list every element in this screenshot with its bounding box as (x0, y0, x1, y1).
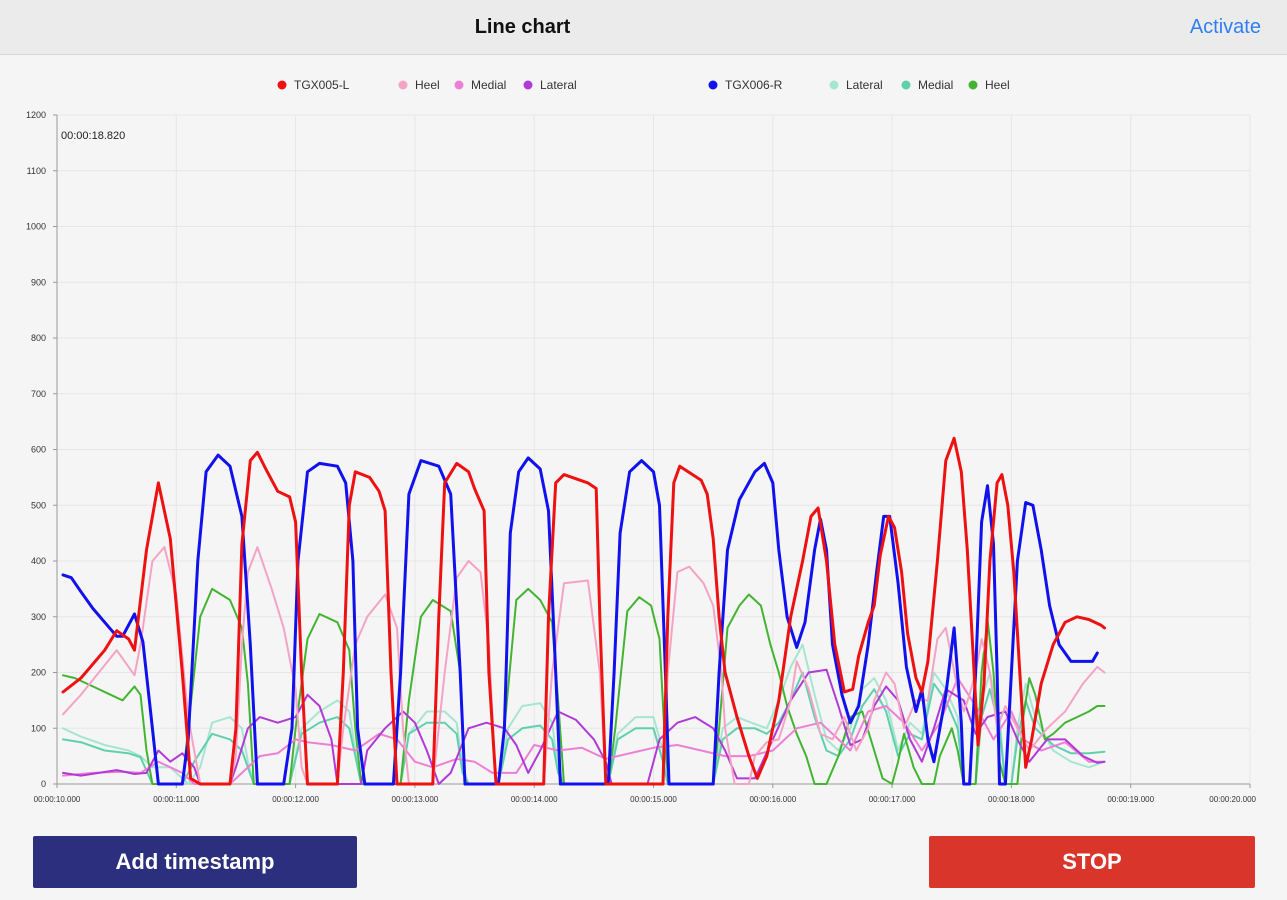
legend-label: TGX006-R (725, 78, 783, 92)
legend-label: Lateral (846, 78, 883, 92)
x-tick-label: 00:00:12.000 (272, 795, 319, 804)
x-tick-label: 00:00:15.000 (630, 795, 677, 804)
x-tick-label: 00:00:14.000 (511, 795, 558, 804)
x-tick-label: 00:00:13.000 (392, 795, 439, 804)
y-tick-label: 900 (31, 277, 46, 287)
app-header: Line chart Activate (0, 0, 1287, 55)
y-tick-label: 0 (41, 779, 46, 789)
y-tick-label: 1000 (26, 222, 46, 232)
y-tick-label: 300 (31, 612, 46, 622)
grid (56, 114, 1251, 785)
y-tick-label: 200 (31, 668, 46, 678)
legend-marker (829, 80, 839, 90)
legend-marker (454, 80, 464, 90)
stop-button[interactable]: STOP (929, 836, 1255, 888)
legend-label: Lateral (540, 78, 577, 92)
legend-label: TGX005-L (294, 78, 350, 92)
time-readout: 00:00:18.820 (61, 130, 125, 142)
legend-marker (901, 80, 911, 90)
page-title: Line chart (474, 16, 571, 38)
legend-label: Heel (415, 78, 440, 92)
legend: TGX005-L Heel Medial Lateral TGX006-R Lateral… (277, 78, 1010, 92)
legend-marker (968, 80, 978, 90)
x-tick-label: 00:00:11.000 (153, 795, 200, 804)
legend-label: Heel (985, 78, 1010, 92)
y-tick-label: 700 (31, 389, 46, 399)
y-tick-label: 800 (31, 333, 46, 343)
x-tick-label: 00:00:20.000 (1209, 795, 1256, 804)
legend-marker (277, 80, 287, 90)
add-timestamp-button[interactable]: Add timestamp (33, 836, 357, 888)
x-tick-label: 00:00:16.000 (749, 795, 796, 804)
series-line-tgx006-r (61, 453, 1099, 786)
legend-marker (523, 80, 533, 90)
y-tick-label: 1100 (27, 166, 46, 176)
y-tick-label: 100 (31, 723, 46, 733)
y-tick-label: 500 (31, 500, 46, 510)
x-tick-label: 00:00:17.000 (869, 795, 916, 804)
series-line-medial-l (62, 677, 1106, 785)
legend-marker (398, 80, 408, 90)
legend-label: Medial (471, 78, 506, 92)
x-tick-label: 00:00:19.000 (1107, 795, 1154, 804)
x-tick-label: 00:00:18.000 (988, 795, 1035, 804)
series-line-lateral-l (62, 668, 1106, 785)
legend-label: Medial (918, 78, 953, 92)
y-tick-label: 1200 (26, 110, 46, 120)
y-tick-label: 400 (31, 556, 46, 566)
legend-marker (708, 80, 718, 90)
activate-link[interactable]: Activate (1189, 16, 1261, 38)
y-tick-label: 600 (31, 445, 46, 455)
line-chart: 0 100 200 300 400 500 600 700 800 900 1000 1100 1200… (26, 78, 1257, 804)
series-line-tgx005-l (61, 436, 1106, 786)
x-tick-label: 00:00:10.000 (34, 795, 81, 804)
